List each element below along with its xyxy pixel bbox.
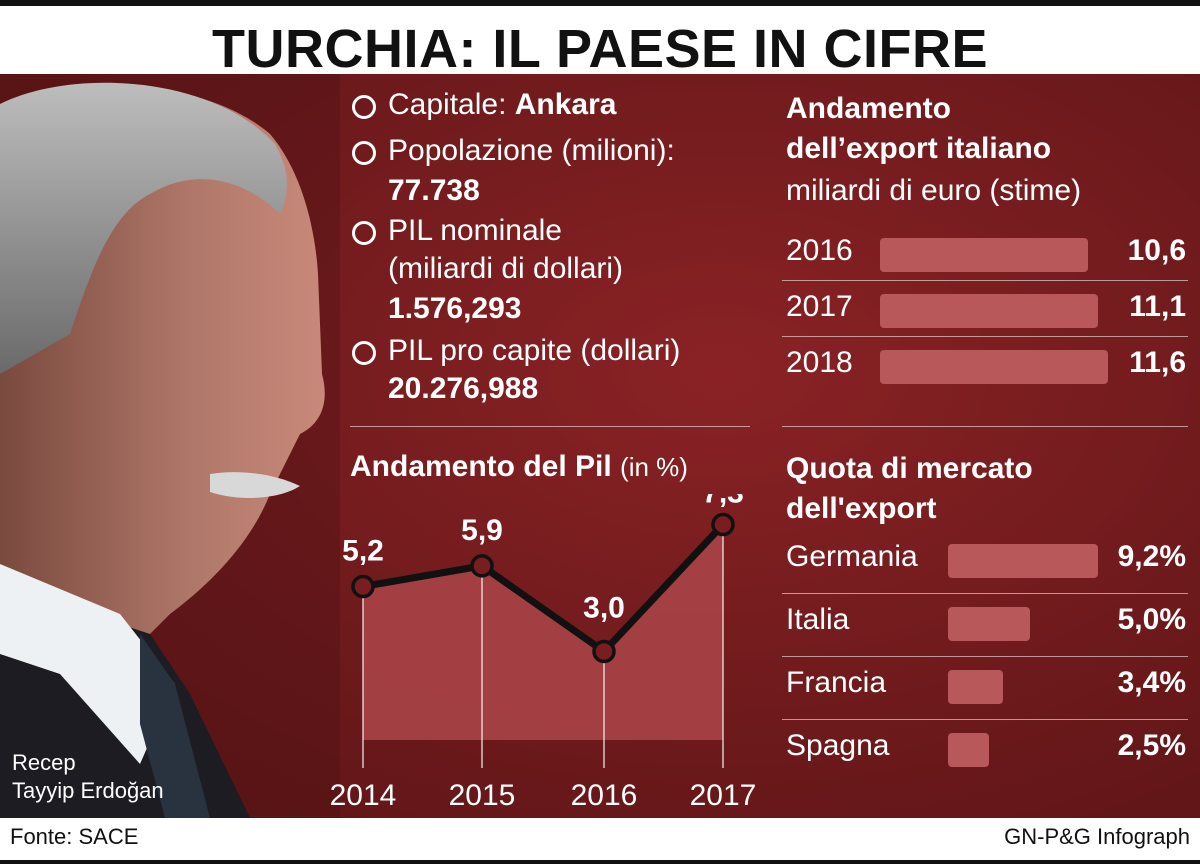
row-divider <box>782 280 1188 281</box>
gdp-per-capita-label: PIL pro capite (dollari) <box>388 334 681 367</box>
bar-category-label: Italia <box>786 603 850 636</box>
capital-fact: Capitale: Ankara <box>388 88 616 122</box>
gdp-label-line2: (miliardi di dollari) <box>388 252 624 285</box>
bar-category-label: Spagna <box>786 729 890 762</box>
gdp-data-point <box>592 639 616 664</box>
row-divider <box>782 719 1188 720</box>
row-divider <box>782 593 1188 594</box>
gdp-data-point <box>470 554 494 578</box>
bar <box>948 607 1030 641</box>
bar-value-label: 11,6 <box>1129 346 1186 379</box>
bar-value-label: 2,5% <box>1117 729 1186 762</box>
capital-value: Ankara <box>514 88 617 121</box>
bar-category-label: 2016 <box>786 234 853 267</box>
divider-right <box>782 426 1188 427</box>
gdp-data-point <box>351 574 375 599</box>
bar-category-label: Francia <box>786 666 887 699</box>
bar <box>880 350 1108 384</box>
photo-caption-line2: Tayyip Erdoğan <box>12 778 164 803</box>
gdp-x-tick-label: 2014 <box>330 779 397 812</box>
bullet-ring-icon <box>352 221 376 245</box>
capital-label: Capitale: <box>388 88 515 121</box>
gdp-area-fill <box>363 524 723 740</box>
bar-category-label: Germania <box>786 540 918 573</box>
population-value: 77.738 <box>388 174 480 207</box>
gdp-data-point <box>711 512 735 537</box>
photo-caption-line1: Recep <box>12 750 76 775</box>
gdp-label-line1: PIL nominale <box>388 214 562 247</box>
share-chart-title-line2: dell'export <box>786 492 937 525</box>
bar <box>948 670 1004 704</box>
gdp-chart-title-unit: (in %) <box>620 452 688 482</box>
title-bar: TURCHIA: IL PAESE IN CIFRE <box>0 0 1200 79</box>
credit-note: GN-P&G Infograph <box>1004 824 1190 849</box>
export-chart-title-part2: dell’export italiano <box>786 132 1052 165</box>
bar-value-label: 9,2% <box>1117 540 1186 573</box>
gdp-line <box>362 522 726 655</box>
gdp-value-label: 5,2 <box>342 535 384 568</box>
population-label: Popolazione (milioni): <box>388 134 675 167</box>
bar <box>880 294 1099 328</box>
bullet-ring-icon <box>352 341 376 365</box>
gdp-area-chart: 5,2 2014 5,9 2015 3,0 2016 7,3 2017 <box>330 494 757 812</box>
gdp-value-label: 5,9 <box>461 514 503 547</box>
export-chart-title-line1: Andamento <box>786 92 951 126</box>
gdp-value-label: 3,0 <box>583 591 625 624</box>
divider-left <box>350 426 750 427</box>
gdp-chart-title: Andamento del Pil (in %) <box>350 450 688 484</box>
infographic-panel: Recep Tayyip Erdoğan Capitale: Ankara Po… <box>0 74 1200 818</box>
export-chart-title-part1: Andamento <box>786 92 951 125</box>
bar-value-label: 10,6 <box>1127 234 1186 267</box>
bar-category-label: 2017 <box>786 290 853 323</box>
bullet-ring-icon <box>352 95 376 119</box>
bar <box>880 238 1089 272</box>
bar <box>948 544 1098 578</box>
bar-value-label: 3,4% <box>1117 666 1186 699</box>
export-chart-title-line2: dell’export italiano <box>786 132 1051 166</box>
export-chart-subtitle: miliardi di euro (stime) <box>786 174 1082 207</box>
row-divider <box>782 336 1188 337</box>
gdp-chart-title-main: Andamento del Pil <box>350 450 612 483</box>
gdp-x-tick-label: 2016 <box>571 779 638 812</box>
bullet-ring-icon <box>352 141 376 165</box>
share-chart-title-line1: Quota di mercato <box>786 452 1033 485</box>
footer: Fonte: SACE GN-P&G Infograph <box>0 818 1200 864</box>
bar-category-label: 2018 <box>786 346 853 379</box>
row-divider <box>782 656 1188 657</box>
bar <box>948 733 989 767</box>
source-note: Fonte: SACE <box>10 824 139 849</box>
bar-value-label: 5,0% <box>1117 603 1186 636</box>
gdp-value: 1.576,293 <box>388 292 522 325</box>
gdp-x-tick-label: 2017 <box>690 779 757 812</box>
gdp-x-tick-label: 2015 <box>449 779 516 812</box>
gdp-per-capita-value: 20.276,988 <box>388 372 539 405</box>
page-title: TURCHIA: IL PAESE IN CIFRE <box>211 19 989 79</box>
bar-value-label: 11,1 <box>1129 290 1186 323</box>
gdp-value-label: 7,3 <box>702 494 744 510</box>
portrait-image <box>0 74 340 818</box>
